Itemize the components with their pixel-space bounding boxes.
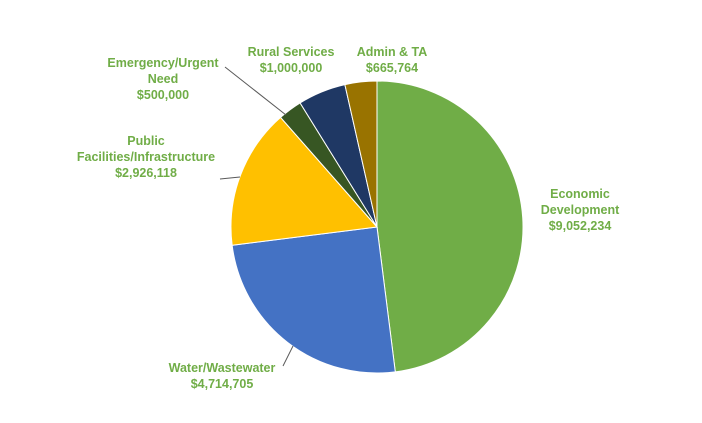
category-label-economic-development: Economic: [550, 187, 610, 201]
value-label-water-wastewater: $4,714,705: [191, 377, 254, 391]
leader-line-emergency-urgent-need: [224, 66, 287, 116]
value-label-rural-services: $1,000,000: [260, 61, 323, 75]
category-label-emergency-urgent-need: Emergency/Urgent: [107, 56, 219, 70]
category-label-public-facilities-infrastructure: Public: [127, 134, 165, 148]
pie-slice-water-wastewater: [231, 226, 396, 374]
pie-slice-public-facilities-infrastructure: [230, 116, 378, 246]
category-label-admin-ta: Admin & TA: [357, 45, 428, 59]
value-label-emergency-urgent-need: $500,000: [137, 88, 189, 102]
leader-line-water-wastewater: [282, 345, 294, 367]
value-label-economic-development: $9,052,234: [549, 219, 612, 233]
leader-line-public-facilities-infrastructure: [219, 176, 241, 180]
category-label-emergency-urgent-need: Need: [148, 72, 179, 86]
slices-layer: [230, 80, 524, 374]
category-label-economic-development: Development: [541, 203, 620, 217]
value-label-public-facilities-infrastructure: $2,926,118: [115, 166, 177, 180]
pie-slice-admin-ta: [344, 80, 378, 228]
leader-lines-layer: [219, 66, 294, 367]
value-label-admin-ta: $665,764: [366, 61, 418, 75]
category-label-public-facilities-infrastructure: Facilities/Infrastructure: [77, 150, 215, 164]
category-label-water-wastewater: Water/Wastewater: [169, 361, 276, 375]
pie-slice-economic-development: [376, 80, 524, 373]
category-label-rural-services: Rural Services: [248, 45, 335, 59]
labels-layer: Economic Development $9,052,234 Water/Waste…: [77, 45, 620, 391]
